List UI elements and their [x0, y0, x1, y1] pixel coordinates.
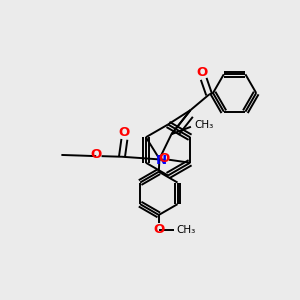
Text: O: O: [196, 66, 208, 79]
Text: CH₃: CH₃: [194, 120, 214, 130]
Text: O: O: [153, 224, 164, 236]
Text: O: O: [91, 148, 102, 161]
Text: N: N: [155, 154, 167, 167]
Text: CH₃: CH₃: [177, 225, 196, 235]
Text: O: O: [158, 152, 169, 165]
Text: O: O: [119, 126, 130, 139]
